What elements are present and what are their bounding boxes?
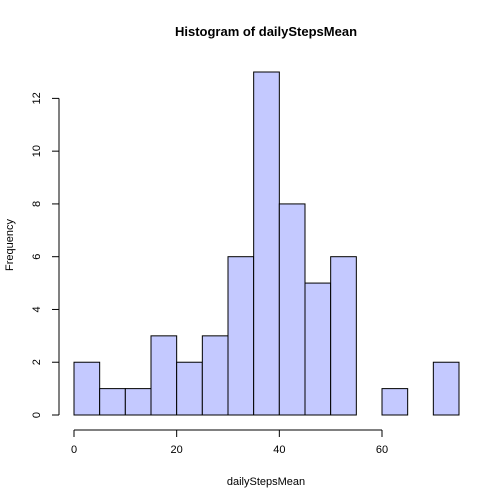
y-tick-label-10: 10 bbox=[31, 145, 43, 157]
histogram-bar-14 bbox=[432, 361, 460, 416]
y-tick-label-4: 4 bbox=[31, 306, 43, 312]
y-tick-label-6: 6 bbox=[31, 254, 43, 260]
x-tick-label-0: 0 bbox=[71, 444, 77, 456]
histogram-bar-3 bbox=[150, 335, 178, 416]
histogram-bar-5 bbox=[201, 335, 229, 416]
y-tick-label-12: 12 bbox=[31, 92, 43, 104]
histogram-bar-8 bbox=[278, 203, 306, 416]
histogram-bar-9 bbox=[304, 282, 332, 416]
x-tick-label-60: 60 bbox=[376, 444, 388, 456]
histogram-bar-10 bbox=[330, 256, 357, 416]
x-tick-label-40: 40 bbox=[273, 444, 285, 456]
x-axis-label: dailyStepsMean bbox=[227, 476, 305, 488]
y-tick-label-0: 0 bbox=[31, 412, 43, 418]
y-tick-label-2: 2 bbox=[31, 359, 43, 365]
y-axis: 0 2 4 6 8 10 12 bbox=[31, 92, 60, 418]
y-axis-label: Frequency bbox=[4, 219, 16, 271]
x-axis: 0 20 40 60 bbox=[71, 429, 388, 456]
y-tick-label-8: 8 bbox=[31, 201, 43, 207]
histogram-bar-1 bbox=[99, 388, 126, 416]
histogram-bar-2 bbox=[124, 388, 152, 416]
histogram-bar-7 bbox=[253, 71, 280, 416]
histogram-bar-0 bbox=[73, 361, 101, 416]
bars-group bbox=[73, 71, 460, 416]
histogram-bar-4 bbox=[176, 361, 203, 416]
histogram-bar-6 bbox=[227, 256, 255, 416]
x-tick-label-20: 20 bbox=[171, 444, 183, 456]
histogram-bar-12 bbox=[381, 388, 409, 416]
chart-title: Histogram of dailyStepsMean bbox=[175, 24, 357, 39]
